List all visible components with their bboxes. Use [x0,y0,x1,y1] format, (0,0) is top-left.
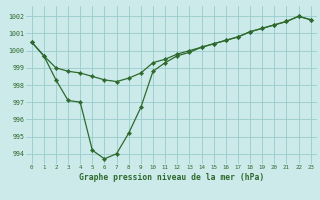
X-axis label: Graphe pression niveau de la mer (hPa): Graphe pression niveau de la mer (hPa) [79,173,264,182]
